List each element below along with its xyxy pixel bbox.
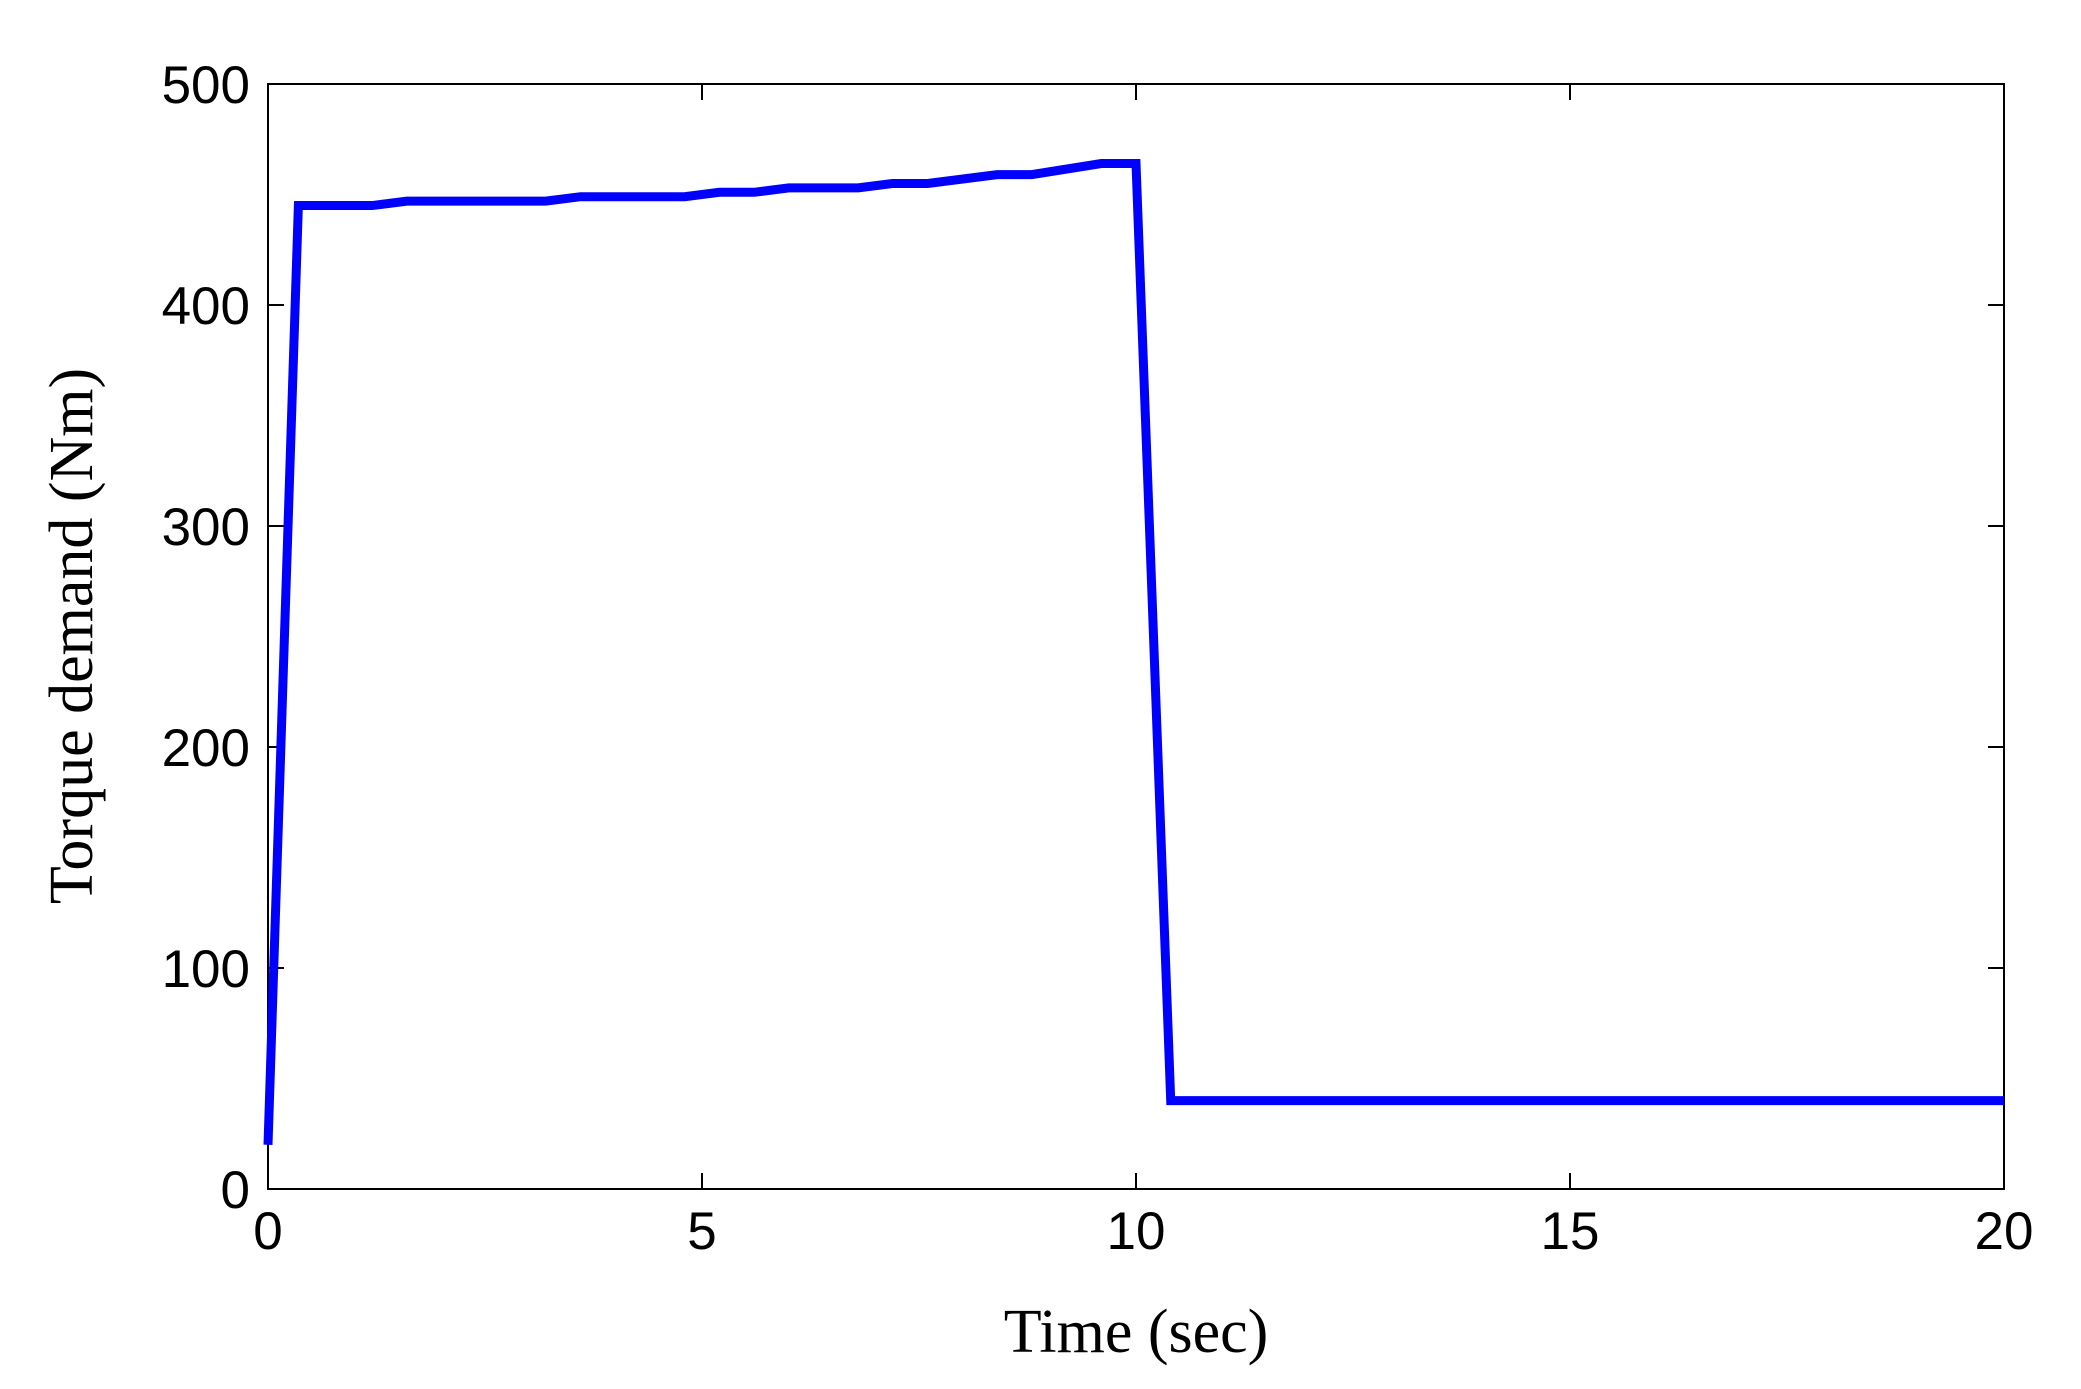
x-tick-label: 5 bbox=[687, 1202, 716, 1261]
plot-frame bbox=[267, 83, 2005, 1190]
y-tick-label: 100 bbox=[162, 940, 250, 999]
x-tick-label: 0 bbox=[253, 1202, 282, 1261]
x-axis-label: Time (sec) bbox=[1004, 1298, 1269, 1366]
y-tick-label: 0 bbox=[221, 1161, 250, 1220]
y-tick-label: 500 bbox=[162, 56, 250, 115]
y-tick-label: 300 bbox=[162, 498, 250, 557]
x-tick-label: 10 bbox=[1107, 1202, 1166, 1261]
y-tick-label: 200 bbox=[162, 719, 250, 778]
x-tick-label: 15 bbox=[1541, 1202, 1600, 1261]
data-line bbox=[263, 159, 2004, 1145]
y-tick-label: 400 bbox=[162, 277, 250, 336]
x-tick-label: 20 bbox=[1975, 1202, 2034, 1261]
y-axis-label: Torque demand (Nm) bbox=[38, 368, 106, 904]
